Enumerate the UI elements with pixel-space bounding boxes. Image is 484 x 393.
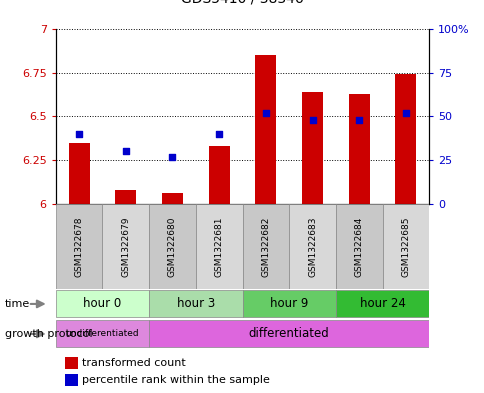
Bar: [162, 193, 182, 204]
Text: differentiated: differentiated: [248, 327, 329, 340]
Point: [168, 154, 176, 160]
Bar: [242, 204, 288, 289]
Bar: [115, 190, 136, 204]
Text: GSM1322683: GSM1322683: [307, 217, 317, 277]
Bar: [149, 204, 196, 289]
Bar: [288, 204, 335, 289]
Text: GSM1322682: GSM1322682: [261, 217, 270, 277]
Bar: [208, 146, 229, 204]
Text: undifferentiated: undifferentiated: [65, 329, 139, 338]
Bar: [382, 204, 428, 289]
Text: GSM1322685: GSM1322685: [401, 217, 409, 277]
Bar: [196, 204, 242, 289]
Bar: [242, 290, 335, 318]
Bar: [102, 204, 149, 289]
Point: [355, 117, 363, 123]
Text: hour 24: hour 24: [359, 297, 405, 310]
Bar: [149, 320, 428, 347]
Text: hour 9: hour 9: [270, 297, 308, 310]
Point: [401, 110, 409, 116]
Point: [121, 148, 129, 154]
Bar: [56, 320, 149, 347]
Text: GSM1322678: GSM1322678: [75, 217, 83, 277]
Bar: [348, 94, 369, 204]
Bar: [394, 74, 416, 204]
Text: GSM1322684: GSM1322684: [354, 217, 363, 277]
Bar: [335, 204, 382, 289]
Text: transformed count: transformed count: [82, 358, 186, 368]
Text: GDS5410 / 38346: GDS5410 / 38346: [181, 0, 303, 6]
Bar: [68, 143, 90, 204]
Point: [308, 117, 316, 123]
Text: percentile rank within the sample: percentile rank within the sample: [82, 375, 270, 386]
Bar: [56, 204, 102, 289]
Bar: [56, 290, 149, 318]
Text: GSM1322681: GSM1322681: [214, 217, 223, 277]
Text: time: time: [5, 299, 30, 309]
Point: [75, 131, 83, 137]
Bar: [149, 290, 242, 318]
Point: [215, 131, 223, 137]
Text: growth protocol: growth protocol: [5, 329, 92, 339]
Bar: [255, 55, 276, 204]
Text: GSM1322679: GSM1322679: [121, 217, 130, 277]
Bar: [335, 290, 428, 318]
Text: hour 3: hour 3: [176, 297, 214, 310]
Text: GSM1322680: GSM1322680: [167, 217, 177, 277]
Text: hour 0: hour 0: [83, 297, 121, 310]
Point: [261, 110, 269, 116]
Bar: [302, 92, 322, 204]
